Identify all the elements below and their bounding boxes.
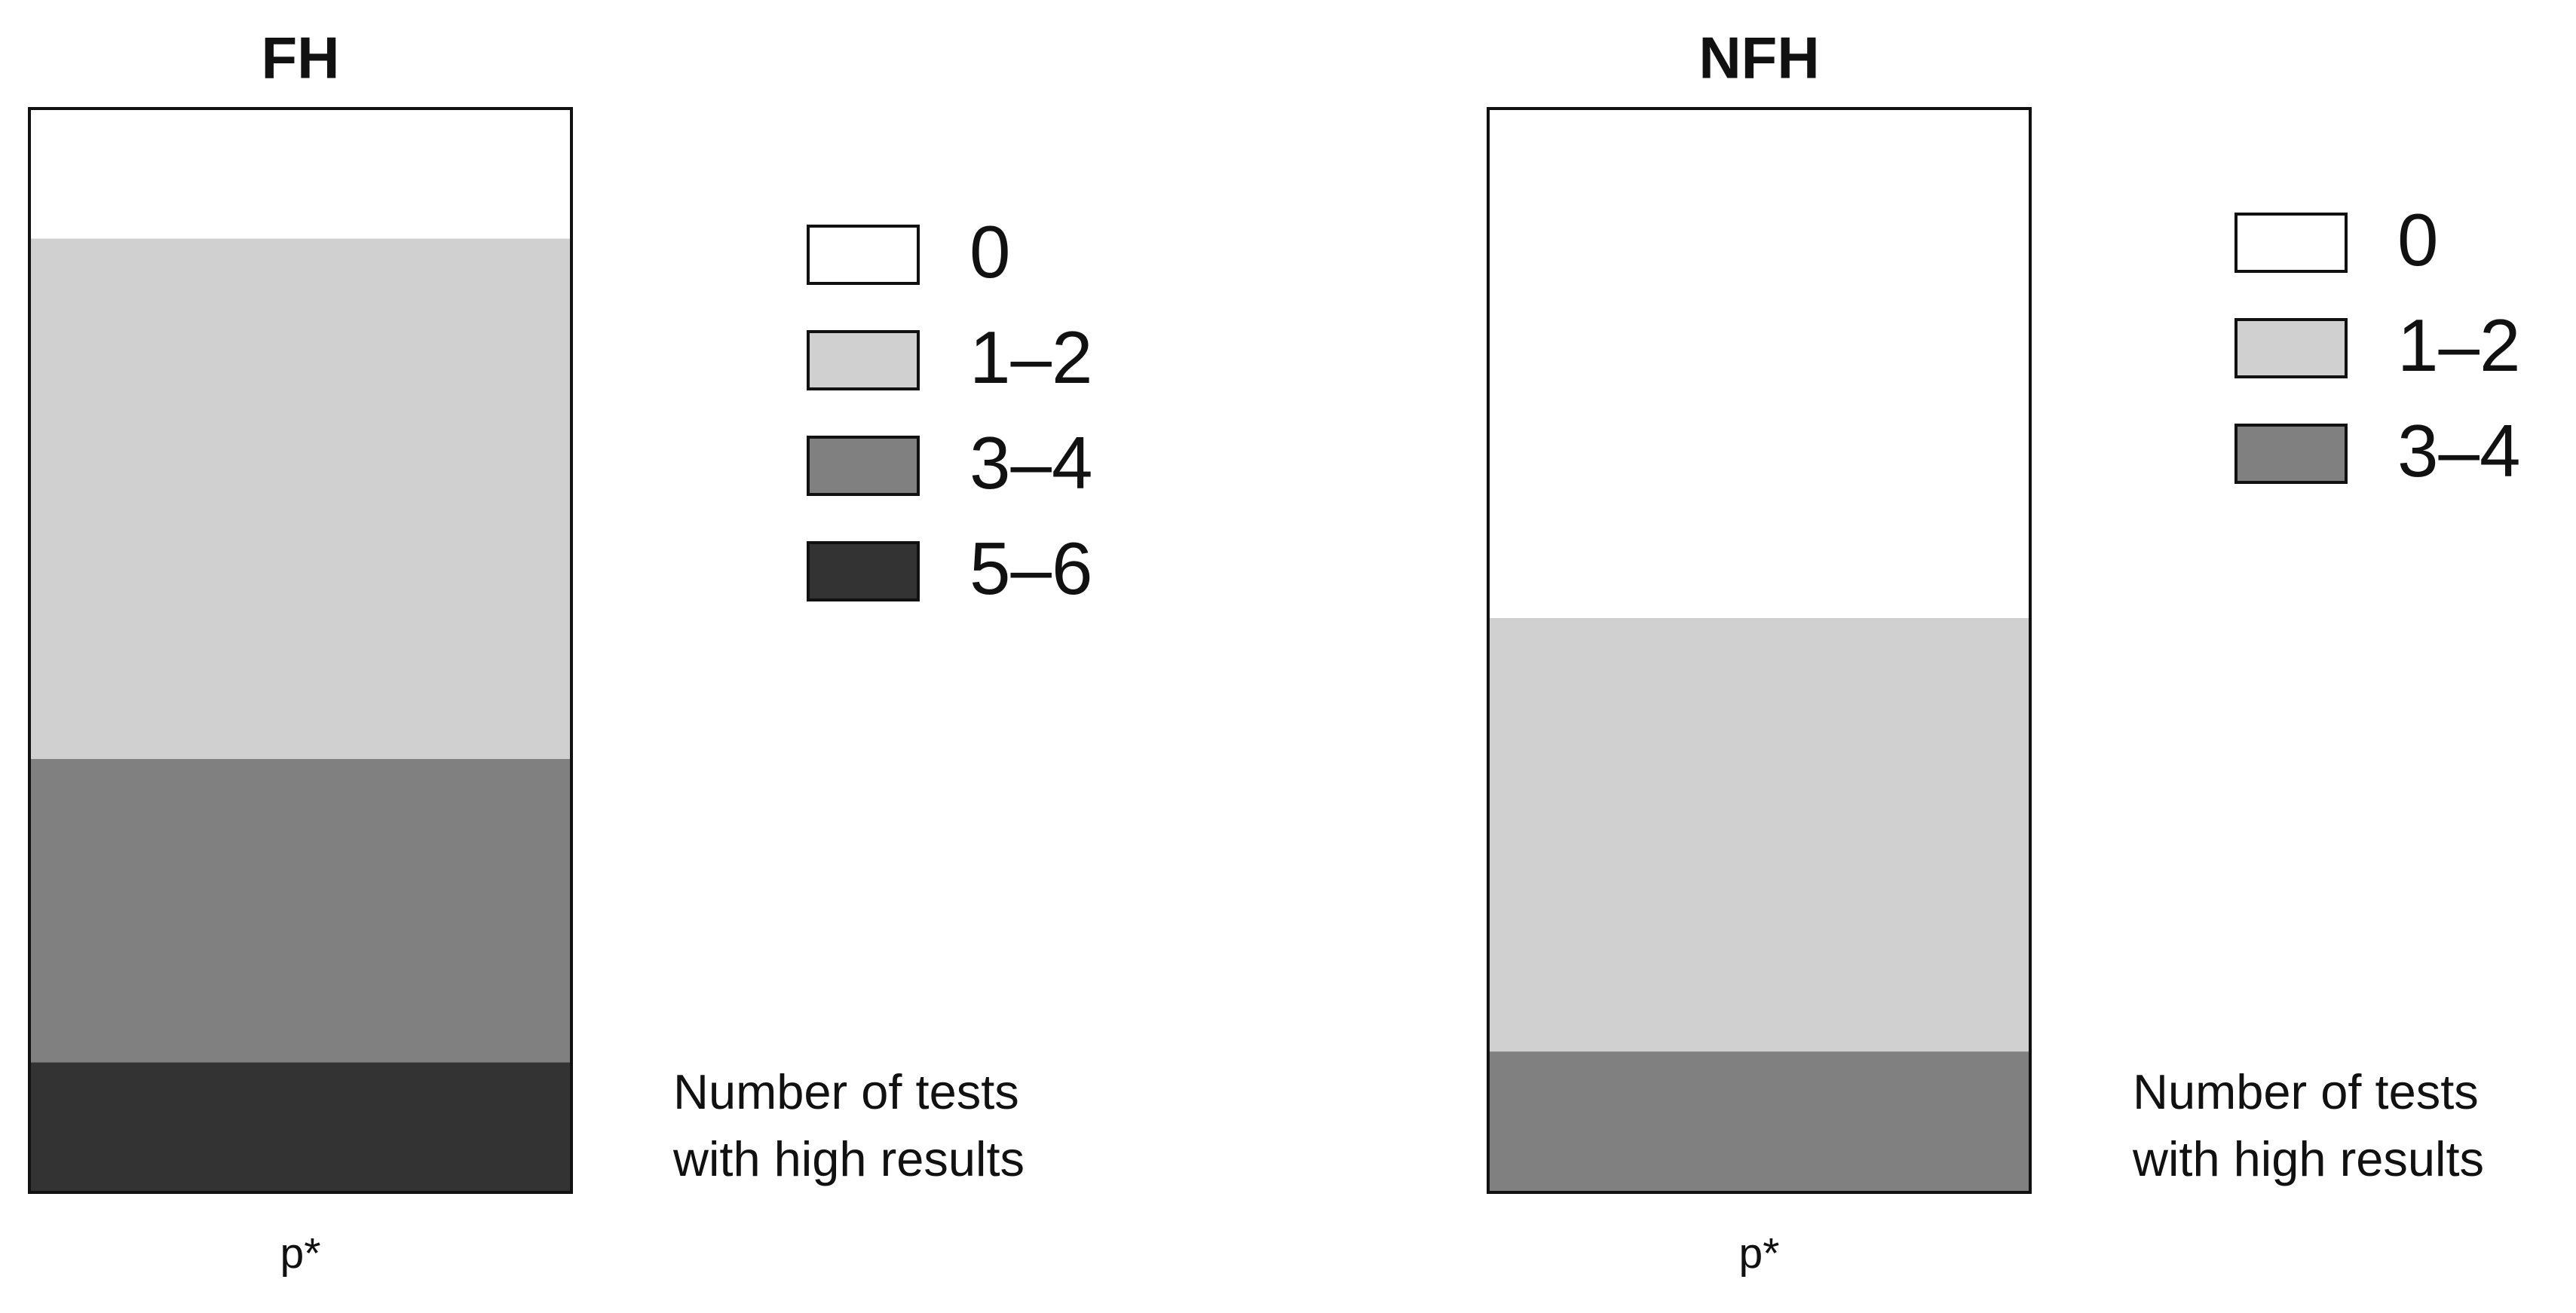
legend-label: 1–2 xyxy=(969,316,1093,399)
legend-label: 5–6 xyxy=(969,527,1093,610)
bar-segment xyxy=(29,758,571,1063)
legend-title: Number of tests with high results xyxy=(673,1064,1025,1186)
bar-segment xyxy=(1488,617,2030,1052)
legend-swatch xyxy=(2234,318,2348,378)
bar-segment xyxy=(29,238,571,759)
legend-swatch xyxy=(807,225,920,285)
x-tick-label: p* xyxy=(1739,1229,1780,1278)
legend-swatch xyxy=(2234,213,2348,273)
legend-swatch xyxy=(807,330,920,390)
legend-swatch xyxy=(807,541,920,601)
legend-swatch xyxy=(807,436,920,496)
legend-label: 0 xyxy=(2397,198,2439,281)
bar-outline xyxy=(1487,107,2032,1194)
legend-label: 3–4 xyxy=(969,421,1093,504)
chart-title: NFH xyxy=(1698,25,1819,91)
legend-label: 0 xyxy=(969,210,1011,293)
legend-title: Number of tests with high results xyxy=(2133,1064,2485,1186)
legend-swatch xyxy=(2234,424,2348,484)
legend-label: 3–4 xyxy=(2397,409,2521,492)
bar-outline xyxy=(28,107,573,1194)
legend-label: 1–2 xyxy=(2397,304,2521,387)
bar-segment xyxy=(29,1062,571,1192)
chart-title: FH xyxy=(262,25,340,91)
bar-segment xyxy=(1488,1051,2030,1192)
bar-segment xyxy=(1488,109,2030,618)
bar-segment xyxy=(29,109,571,239)
x-tick-label: p* xyxy=(280,1229,321,1278)
